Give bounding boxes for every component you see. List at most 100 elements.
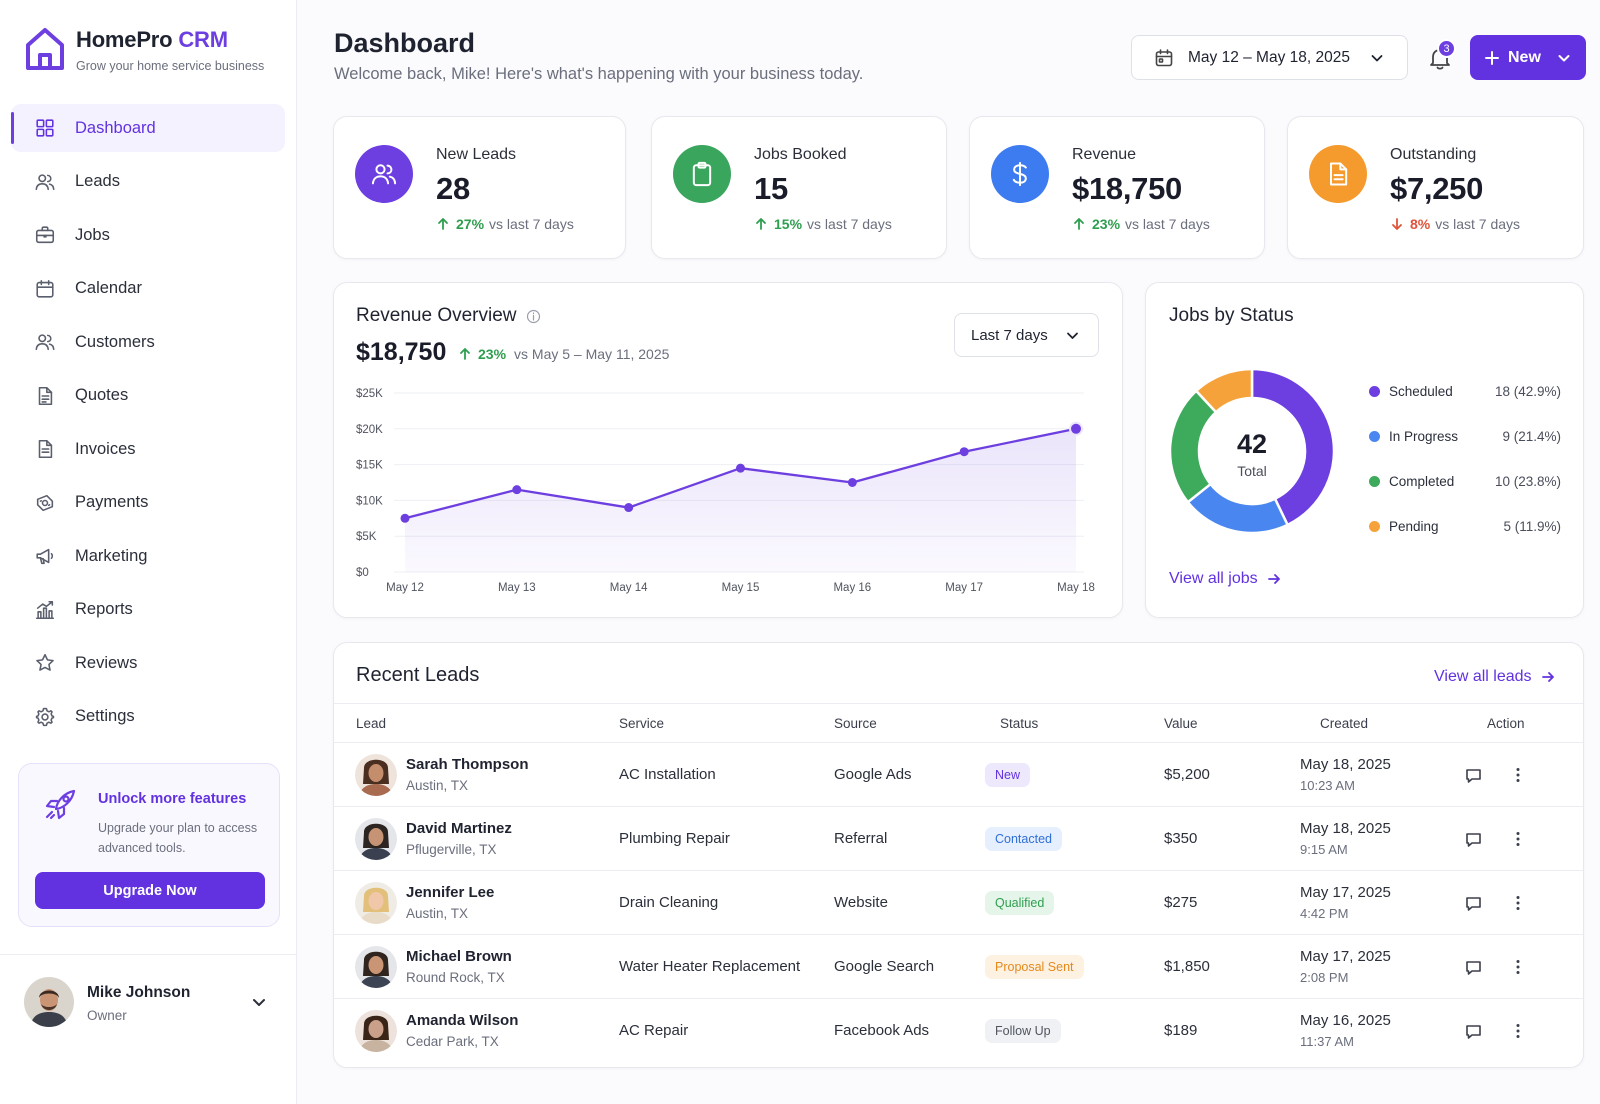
column-header-value[interactable]: Value — [1164, 716, 1198, 731]
sidebar-item-calendar[interactable]: Calendar — [11, 265, 285, 313]
sidebar-item-label: Jobs — [75, 225, 110, 244]
stat-card-revenue[interactable]: Revenue $18,750 23% vs last 7 days — [969, 116, 1265, 259]
y-tick-label: $5K — [356, 531, 377, 543]
table-row[interactable]: Jennifer Lee Austin, TX Drain Cleaning W… — [334, 871, 1583, 935]
donut-slice-pending[interactable] — [1194, 367, 1254, 414]
sidebar-item-payments[interactable]: Payments — [11, 479, 285, 527]
dollar-icon — [991, 145, 1049, 203]
column-header-action[interactable]: Action — [1487, 716, 1525, 731]
stat-card-outstanding[interactable]: Outstanding $7,250 8% vs last 7 days — [1287, 116, 1584, 259]
stat-change-period: vs last 7 days — [1125, 216, 1210, 232]
more-vertical-icon[interactable] — [1509, 766, 1527, 784]
lead-value: $5,200 — [1164, 766, 1210, 783]
x-tick-label: May 18 — [1057, 582, 1095, 594]
lead-name[interactable]: Michael Brown — [406, 948, 512, 965]
stat-value: 28 — [436, 171, 470, 206]
sidebar-item-dashboard[interactable]: Dashboard — [11, 104, 285, 152]
donut-slice-scheduled[interactable] — [1250, 367, 1336, 527]
x-tick-label: May 12 — [386, 582, 424, 594]
lead-source: Google Search — [834, 958, 935, 975]
stat-change-percent: 27% — [456, 216, 485, 232]
sidebar-item-label: Customers — [75, 332, 155, 351]
legend-dot — [1369, 521, 1380, 532]
invoice-document-icon — [34, 438, 56, 460]
revenue-overview-title-text: Revenue Overview — [356, 305, 517, 326]
sidebar-item-customers[interactable]: Customers — [11, 318, 285, 366]
legend-item-scheduled: Scheduled 18 (42.9%) — [1369, 369, 1561, 414]
chevron-down-icon[interactable] — [250, 993, 268, 1011]
lead-name[interactable]: David Martinez — [406, 820, 512, 837]
column-header-lead[interactable]: Lead — [356, 716, 387, 731]
avatar — [355, 946, 397, 988]
avatar — [355, 1010, 397, 1052]
grid-icon — [34, 117, 56, 139]
arrow-up-icon — [460, 348, 470, 360]
stat-card-jobs-booked[interactable]: Jobs Booked 15 15% vs last 7 days — [651, 116, 947, 259]
legend-item-in-progress: In Progress 9 (21.4%) — [1369, 414, 1561, 459]
message-icon[interactable] — [1464, 830, 1483, 849]
sidebar-item-label: Reviews — [75, 653, 138, 672]
bar-chart-icon — [34, 599, 56, 621]
sidebar-item-leads[interactable]: Leads — [11, 158, 285, 206]
sidebar-item-label: Leads — [75, 172, 120, 190]
lead-name[interactable]: Jennifer Lee — [406, 884, 495, 901]
lead-name[interactable]: Amanda Wilson — [406, 1012, 519, 1029]
stat-label: Jobs Booked — [754, 146, 847, 163]
upgrade-now-button[interactable]: Upgrade Now — [35, 872, 265, 909]
message-icon[interactable] — [1464, 1022, 1483, 1041]
star-icon — [34, 652, 56, 674]
column-header-source[interactable]: Source — [834, 716, 877, 731]
data-point — [847, 478, 857, 487]
table-row[interactable]: David Martinez Pflugerville, TX Plumbing… — [334, 807, 1583, 871]
chevron-down-icon — [1558, 55, 1570, 62]
brand-logo[interactable]: HomePro CRM Grow your home service busin… — [24, 26, 264, 73]
more-vertical-icon[interactable] — [1509, 894, 1527, 912]
table-row[interactable]: Sarah Thompson Austin, TX AC Installatio… — [334, 743, 1583, 807]
sidebar-item-settings[interactable]: Settings — [11, 693, 285, 741]
sidebar-item-reports[interactable]: Reports — [11, 586, 285, 634]
sidebar-item-label: Quotes — [75, 386, 129, 404]
message-icon[interactable] — [1464, 958, 1483, 977]
lead-created-date: May 18, 2025 — [1300, 820, 1391, 837]
lead-location: Pflugerville, TX — [406, 842, 497, 857]
chevron-down-icon — [1371, 55, 1383, 62]
info-icon[interactable] — [526, 309, 541, 324]
more-vertical-icon[interactable] — [1509, 830, 1527, 848]
table-row[interactable]: Amanda Wilson Cedar Park, TX AC Repair F… — [334, 999, 1583, 1063]
house-logo-icon — [26, 28, 64, 70]
column-header-created[interactable]: Created — [1320, 716, 1369, 731]
sidebar-item-label: Marketing — [75, 546, 148, 565]
lead-source: Website — [834, 894, 888, 911]
message-icon[interactable] — [1464, 766, 1483, 785]
sidebar-item-quotes[interactable]: Quotes — [11, 372, 285, 420]
revenue-comparison: vs May 5 – May 11, 2025 — [514, 346, 670, 362]
more-vertical-icon[interactable] — [1509, 1022, 1527, 1040]
range-select[interactable]: Last 7 days — [954, 313, 1099, 357]
revenue-overview-card: Revenue Overview $18,750 23% vs May 5 – … — [333, 282, 1123, 618]
view-all-jobs-link[interactable]: View all jobs — [1169, 570, 1282, 588]
column-header-service[interactable]: Service — [619, 716, 665, 731]
customers-icon — [34, 331, 56, 353]
sidebar-item-invoices[interactable]: Invoices — [11, 425, 285, 473]
view-all-leads-link[interactable]: View all leads — [1434, 668, 1556, 686]
column-header-status[interactable]: Status — [1000, 716, 1039, 731]
arrow-up-icon — [1074, 218, 1084, 230]
users-icon — [34, 171, 56, 193]
lead-value: $350 — [1164, 830, 1198, 847]
table-row[interactable]: Michael Brown Round Rock, TX Water Heate… — [334, 935, 1583, 999]
more-vertical-icon[interactable] — [1509, 958, 1527, 976]
sidebar-item-marketing[interactable]: Marketing — [11, 532, 285, 580]
view-all-leads-label: View all leads — [1434, 668, 1532, 685]
payments-icon — [34, 492, 56, 514]
sidebar: HomePro CRM Grow your home service busin… — [0, 0, 297, 1104]
user-profile[interactable]: Mike Johnson Owner — [0, 954, 297, 1054]
sidebar-item-jobs[interactable]: Jobs — [11, 211, 285, 259]
lead-created-date: May 18, 2025 — [1300, 756, 1391, 773]
stat-card-new-leads[interactable]: New Leads 28 27% vs last 7 days — [333, 116, 626, 259]
lead-name[interactable]: Sarah Thompson — [406, 756, 529, 773]
new-button[interactable]: New — [1470, 35, 1586, 80]
message-icon[interactable] — [1464, 894, 1483, 913]
stat-change-percent: 23% — [1092, 216, 1121, 232]
sidebar-item-reviews[interactable]: Reviews — [11, 639, 285, 687]
date-range-picker[interactable]: May 12 – May 18, 2025 — [1131, 35, 1408, 80]
